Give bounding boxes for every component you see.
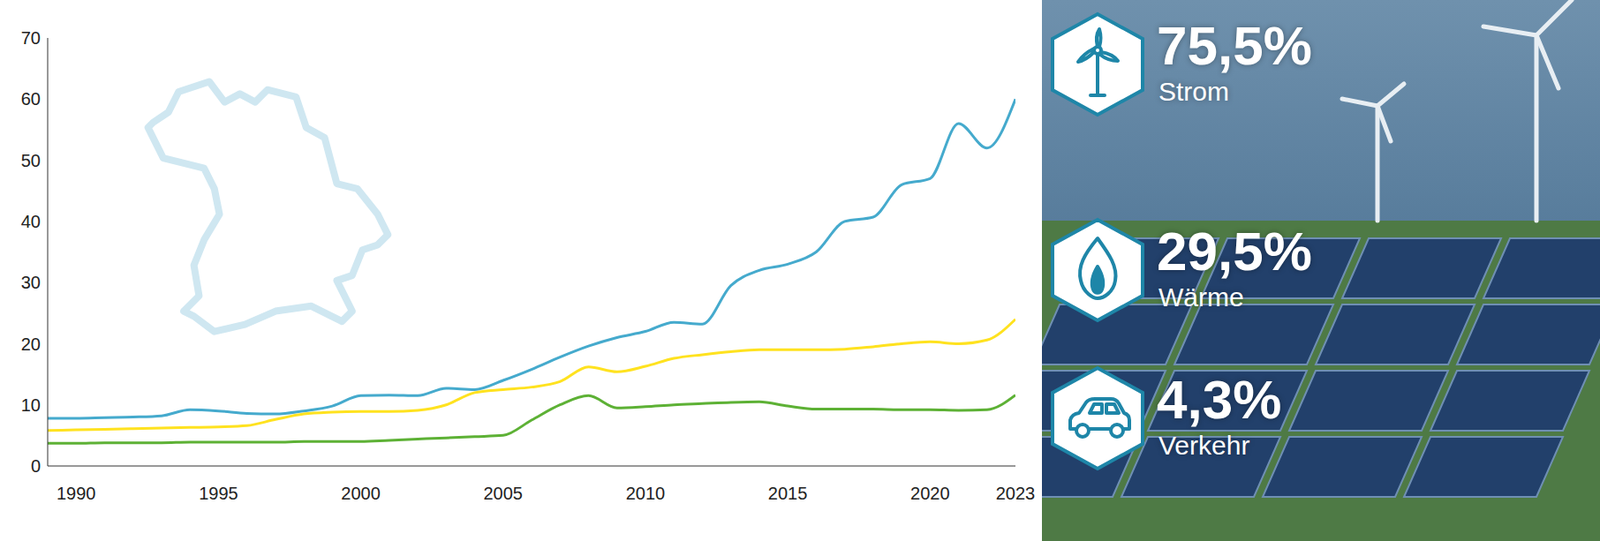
svg-text:2015: 2015: [768, 483, 808, 504]
html-text:Strom: Strom: [1158, 76, 1230, 106]
html-text:Wärme: Wärme: [1158, 282, 1244, 312]
svg-text:1995: 1995: [198, 483, 239, 504]
svg-text:10: 10: [21, 395, 41, 416]
svg-text:1990: 1990: [56, 483, 97, 504]
svg-text:20: 20: [21, 334, 41, 355]
svg-text:50: 50: [21, 150, 41, 171]
svg-text:30: 30: [21, 272, 41, 293]
svg-text:2010: 2010: [626, 483, 666, 504]
html-text:75,5%: 75,5%: [1156, 15, 1312, 76]
svg-text:60: 60: [21, 89, 41, 109]
svg-text:2005: 2005: [483, 483, 524, 504]
svg-text:70: 70: [21, 28, 41, 48]
svg-text:40: 40: [21, 211, 41, 232]
svg-text:2000: 2000: [340, 483, 381, 504]
html-text:Verkehr: Verkehr: [1158, 430, 1250, 461]
svg-text:2023: 2023: [996, 483, 1036, 504]
svg-text:2020: 2020: [910, 483, 951, 504]
html-text:4,3%: 4,3%: [1156, 369, 1282, 431]
html-text:29,5%: 29,5%: [1156, 220, 1312, 282]
svg-text:0: 0: [30, 456, 41, 476]
